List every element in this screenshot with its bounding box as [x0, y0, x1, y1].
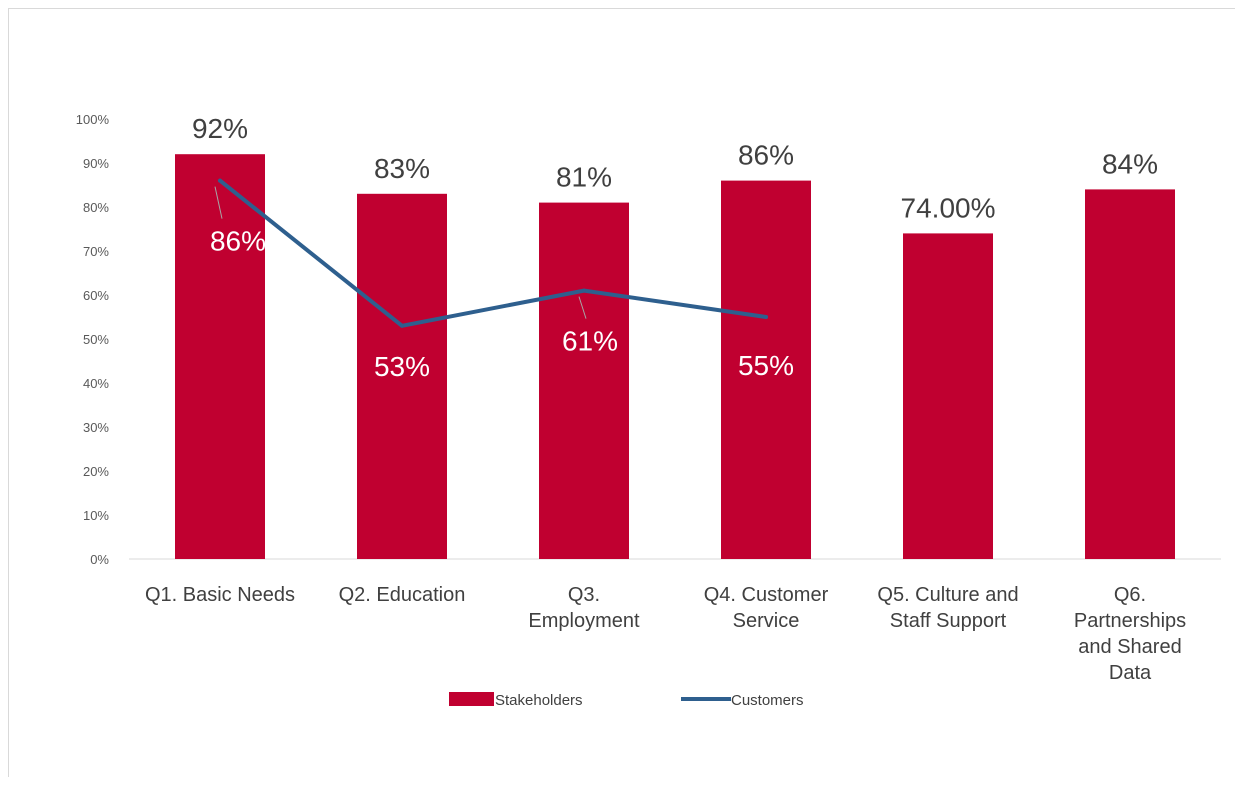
bar-data-label: 84%	[1102, 148, 1158, 179]
x-category-label-line: Q6.	[1114, 584, 1146, 606]
x-category-label-line: Q1. Basic Needs	[145, 584, 295, 606]
y-tick-label: 50%	[83, 332, 109, 347]
bar-data-label: 86%	[738, 140, 794, 171]
y-tick-label: 0%	[90, 552, 109, 567]
combo-chart: 0% 10% 20% 30% 40% 50% 60% 70% 80% 90% 100% 92% 83% 8…	[76, 112, 1221, 709]
x-category-label: Q1. Basic Needs	[145, 584, 295, 606]
x-category-label: Q6. Partnerships and Shared Data	[1074, 584, 1186, 684]
bar-data-label: 81%	[556, 162, 612, 193]
line-point	[218, 178, 222, 183]
x-category-label-line: Staff Support	[890, 610, 1007, 632]
x-category-label: Q4. Customer Service	[704, 584, 829, 632]
y-tick-label: 20%	[83, 464, 109, 479]
bar-data-label: 92%	[192, 113, 248, 144]
x-category-label-line: Q5. Culture and	[877, 584, 1018, 606]
bar	[721, 180, 811, 559]
bar	[175, 154, 265, 559]
y-tick-label: 90%	[83, 156, 109, 171]
legend-label-customers: Customers	[731, 692, 804, 709]
leader-line	[214, 186, 223, 219]
bar	[539, 202, 629, 559]
y-tick-label: 80%	[83, 200, 109, 215]
line-point	[764, 315, 768, 319]
y-tick-label: 10%	[83, 508, 109, 523]
bar	[1085, 189, 1175, 559]
y-tick-label: 40%	[83, 376, 109, 391]
y-tick-label: 60%	[83, 288, 109, 303]
bar	[903, 233, 993, 559]
line-point	[582, 288, 586, 293]
bar-data-label: 74.00%	[901, 192, 996, 223]
line-point	[400, 323, 404, 328]
x-category-label-line: Employment	[528, 610, 640, 632]
x-category-label-line: Data	[1109, 662, 1152, 684]
y-tick-label: 70%	[83, 244, 109, 259]
bar-data-label: 83%	[374, 153, 430, 184]
legend-swatch-stakeholders	[449, 692, 494, 706]
x-category-label: Q3. Employment	[528, 584, 640, 632]
x-category-label: Q2. Education	[339, 584, 466, 606]
x-category-label-line: Q3.	[568, 584, 600, 606]
x-category-label-line: Q4. Customer	[704, 584, 829, 606]
x-category-label-line: Partnerships	[1074, 610, 1186, 632]
x-category-label: Q5. Culture and Staff Support	[877, 584, 1018, 632]
chart-container: 0% 10% 20% 30% 40% 50% 60% 70% 80% 90% 100% 92% 83% 8…	[8, 8, 1235, 777]
customers-line	[218, 178, 768, 328]
legend-label-stakeholders: Stakeholders	[495, 692, 583, 709]
x-category-label-line: and Shared	[1078, 636, 1181, 658]
line-data-label: 61%	[562, 326, 618, 357]
line-data-label: 53%	[374, 351, 430, 382]
leader-line	[578, 296, 587, 319]
y-tick-label: 100%	[76, 112, 110, 127]
line-data-label: 55%	[738, 350, 794, 381]
x-category-label-line: Service	[733, 610, 800, 632]
line-data-label: 86%	[210, 226, 266, 257]
y-tick-label: 30%	[83, 420, 109, 435]
bar	[357, 193, 447, 560]
x-category-label-line: Q2. Education	[339, 584, 466, 606]
